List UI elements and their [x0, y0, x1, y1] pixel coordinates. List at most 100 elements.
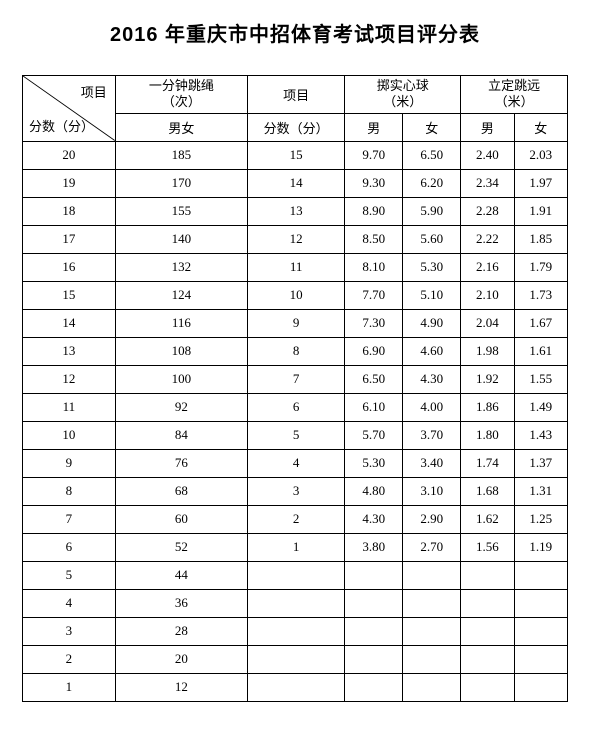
- table-cell: 7: [23, 505, 116, 533]
- table-cell: 4.60: [403, 337, 461, 365]
- table-cell: 1.25: [514, 505, 567, 533]
- table-row: 108455.703.701.801.43: [23, 421, 568, 449]
- table-cell: 28: [115, 617, 247, 645]
- table-cell: 14: [247, 169, 344, 197]
- table-cell: 1.67: [514, 309, 567, 337]
- table-cell: 3: [23, 617, 116, 645]
- table-cell: 7: [247, 365, 344, 393]
- table-cell: 10: [247, 281, 344, 309]
- table-cell: 17: [23, 225, 116, 253]
- table-cell: 1.86: [461, 393, 514, 421]
- table-cell: 12: [115, 673, 247, 701]
- table-cell: 5.10: [403, 281, 461, 309]
- table-cell: 170: [115, 169, 247, 197]
- table-cell: 1.68: [461, 477, 514, 505]
- table-row: 76024.302.901.621.25: [23, 505, 568, 533]
- header-ball: 掷实心球 （米）: [345, 76, 461, 114]
- table-cell: 5: [247, 421, 344, 449]
- table-cell: 2.70: [403, 533, 461, 561]
- table-cell: 132: [115, 253, 247, 281]
- table-cell: 76: [115, 449, 247, 477]
- table-cell: 3.40: [403, 449, 461, 477]
- header-jump: 一分钟跳绳 （次）: [115, 76, 247, 114]
- table-cell: 12: [23, 365, 116, 393]
- table-cell: 1.49: [514, 393, 567, 421]
- table-row: 20185159.706.502.402.03: [23, 141, 568, 169]
- table-cell: 1.91: [514, 197, 567, 225]
- table-cell: 12: [247, 225, 344, 253]
- table-cell: 18: [23, 197, 116, 225]
- header-diag-bottom: 分数（分）: [29, 116, 94, 135]
- table-cell: 5.30: [345, 449, 403, 477]
- table-cell: 4.90: [403, 309, 461, 337]
- table-cell: [461, 645, 514, 673]
- table-cell: 13: [23, 337, 116, 365]
- table-cell: 1.92: [461, 365, 514, 393]
- table-cell: [514, 645, 567, 673]
- table-cell: 2: [247, 505, 344, 533]
- table-cell: 20: [23, 141, 116, 169]
- table-row: 119266.104.001.861.49: [23, 393, 568, 421]
- table-cell: 11: [247, 253, 344, 281]
- table-cell: 5.30: [403, 253, 461, 281]
- table-cell: 2.34: [461, 169, 514, 197]
- table-cell: [345, 589, 403, 617]
- table-cell: 1.37: [514, 449, 567, 477]
- table-cell: 3: [247, 477, 344, 505]
- header-ball-female: 女: [403, 113, 461, 141]
- table-cell: 8: [23, 477, 116, 505]
- table-cell: 155: [115, 197, 247, 225]
- table-cell: 6.20: [403, 169, 461, 197]
- table-cell: 9: [23, 449, 116, 477]
- header-diag-top: 项目: [81, 82, 107, 101]
- table-cell: 2.28: [461, 197, 514, 225]
- table-cell: 15: [23, 281, 116, 309]
- table-cell: 1.31: [514, 477, 567, 505]
- table-cell: 4.30: [345, 505, 403, 533]
- header-ball-male: 男: [345, 113, 403, 141]
- table-cell: 9: [247, 309, 344, 337]
- table-cell: 1: [23, 673, 116, 701]
- table-cell: [345, 561, 403, 589]
- table-cell: 140: [115, 225, 247, 253]
- table-cell: [247, 673, 344, 701]
- table-row: 18155138.905.902.281.91: [23, 197, 568, 225]
- table-cell: 5.90: [403, 197, 461, 225]
- table-row: 86834.803.101.681.31: [23, 477, 568, 505]
- header-longjump: 立定跳远 （米）: [461, 76, 568, 114]
- table-cell: 1.97: [514, 169, 567, 197]
- header-item2: 项目: [247, 76, 344, 114]
- table-cell: 92: [115, 393, 247, 421]
- table-cell: [514, 589, 567, 617]
- table-cell: 5.70: [345, 421, 403, 449]
- table-cell: 5.60: [403, 225, 461, 253]
- table-cell: [403, 645, 461, 673]
- table-cell: 1.19: [514, 533, 567, 561]
- header-lj-female: 女: [514, 113, 567, 141]
- table-cell: 1.85: [514, 225, 567, 253]
- table-cell: 1: [247, 533, 344, 561]
- table-cell: 8.10: [345, 253, 403, 281]
- table-cell: [403, 673, 461, 701]
- header-jump-sub: 男女: [115, 113, 247, 141]
- page-title: 2016 年重庆市中招体育考试项目评分表: [22, 18, 568, 47]
- table-cell: 4: [23, 589, 116, 617]
- table-cell: 44: [115, 561, 247, 589]
- table-cell: 5: [23, 561, 116, 589]
- table-cell: 4.00: [403, 393, 461, 421]
- header-lj-male: 男: [461, 113, 514, 141]
- table-cell: 2.16: [461, 253, 514, 281]
- header-diagonal: 项目 分数（分）: [23, 76, 116, 142]
- table-cell: 124: [115, 281, 247, 309]
- table-cell: 6.50: [345, 365, 403, 393]
- table-cell: [461, 673, 514, 701]
- table-cell: 3.70: [403, 421, 461, 449]
- table-cell: 1.61: [514, 337, 567, 365]
- table-cell: 2.40: [461, 141, 514, 169]
- table-cell: 6.10: [345, 393, 403, 421]
- table-cell: 2: [23, 645, 116, 673]
- table-row: 1310886.904.601.981.61: [23, 337, 568, 365]
- table-row: 328: [23, 617, 568, 645]
- table-cell: 68: [115, 477, 247, 505]
- table-cell: 2.04: [461, 309, 514, 337]
